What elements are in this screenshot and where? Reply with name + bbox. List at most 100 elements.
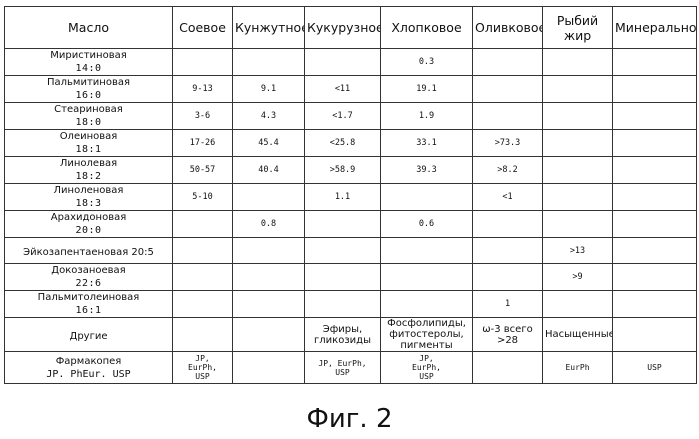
column-header-fish-oil: Рыбий жир: [543, 7, 613, 49]
other-cell-line: гликозиды: [307, 335, 378, 346]
fatty-acid-name: Пальмитолеиновая: [7, 291, 170, 304]
other-cell-line: ω-3 всего: [475, 324, 540, 335]
value-cell: [543, 184, 613, 211]
other-cell: ω-3 всего>28: [473, 318, 543, 352]
value-cell: [381, 238, 473, 264]
fatty-acid-name: Линолевая: [7, 157, 170, 170]
value-cell: <1: [473, 184, 543, 211]
other-label: Другие: [5, 318, 173, 352]
other-cell-line: Фосфолипиды,: [383, 318, 470, 329]
fatty-acid-name: Докозаноевая: [7, 264, 170, 277]
value-cell: [543, 130, 613, 157]
fatty-acid-rows: Миристиновая14:0 0.3Пальмитиновая16:09-13…: [5, 49, 697, 384]
other-cell: Фосфолипиды,фитостеролы,пигменты: [381, 318, 473, 352]
value-cell: [233, 49, 305, 76]
table-row: Докозаноевая22:6>9: [5, 264, 697, 291]
value-cell: [613, 291, 697, 318]
value-cell: 1: [473, 291, 543, 318]
table-row: Стеариновая18:03-64.3<1.71.9: [5, 103, 697, 130]
value-cell: 3-6: [173, 103, 233, 130]
fatty-acid-code: 18:2: [7, 170, 170, 183]
pharmacopeia-cell: [473, 352, 543, 384]
value-cell: [543, 76, 613, 103]
column-header-sesame: Кунжутное: [233, 7, 305, 49]
fatty-acid-label: Миристиновая14:0: [5, 49, 173, 76]
value-cell: 1.9: [381, 103, 473, 130]
value-cell: 40.4: [233, 157, 305, 184]
value-cell: [173, 211, 233, 238]
fatty-acid-name: Арахидоновая: [7, 211, 170, 224]
figure-caption: Фиг. 2: [0, 404, 699, 434]
other-cell-line: фитостеролы,: [383, 329, 470, 340]
fatty-acid-code: 18:1: [7, 143, 170, 156]
value-cell: [305, 264, 381, 291]
value-cell: 9-13: [173, 76, 233, 103]
value-cell: [613, 264, 697, 291]
value-cell: [543, 103, 613, 130]
fatty-acid-name: Пальмитиновая: [7, 76, 170, 89]
value-cell: 19.1: [381, 76, 473, 103]
value-cell: [173, 264, 233, 291]
other-components-row: ДругиеЭфиры,гликозидыФосфолипиды,фитосте…: [5, 318, 697, 352]
other-cell-line: Эфиры,: [307, 324, 378, 335]
value-cell: [613, 76, 697, 103]
fatty-acid-code: 18:0: [7, 116, 170, 129]
value-cell: 0.8: [233, 211, 305, 238]
fatty-acid-name: Олеиновая: [7, 130, 170, 143]
other-cell-line: пигменты: [383, 340, 470, 351]
value-cell: 5-10: [173, 184, 233, 211]
other-cell-line: >28: [475, 335, 540, 346]
value-cell: [233, 264, 305, 291]
other-cell: [233, 318, 305, 352]
value-cell: [613, 211, 697, 238]
pharmacopeia-sublabel: JP. PhEur. USP: [7, 368, 170, 381]
value-cell: [543, 211, 613, 238]
value-cell: [473, 76, 543, 103]
fatty-acid-label: Стеариновая18:0: [5, 103, 173, 130]
table-row: Пальмитиновая16:09-139.1<1119.1: [5, 76, 697, 103]
pharmacopeia-label: ФармакопеяJP. PhEur. USP: [5, 352, 173, 384]
pharmacopeia-cell-line: EurPh,: [175, 363, 230, 372]
value-cell: >58.9: [305, 157, 381, 184]
pharmacopeia-cell: JP,EurPh,USP: [381, 352, 473, 384]
pharmacopeia-title: Фармакопея: [7, 355, 170, 368]
other-cell: Насыщенные: [543, 318, 613, 352]
value-cell: <11: [305, 76, 381, 103]
value-cell: 4.3: [233, 103, 305, 130]
value-cell: [473, 264, 543, 291]
pharmacopeia-cell-line: EurPh: [545, 363, 610, 372]
table-row: Линоленовая18:35-101.1<1: [5, 184, 697, 211]
other-cell: Эфиры,гликозиды: [305, 318, 381, 352]
pharmacopeia-cell-line: JP,: [383, 354, 470, 363]
pharmacopeia-cell: JP,EurPh,USP: [173, 352, 233, 384]
other-cell: [613, 318, 697, 352]
fatty-acid-name: Линоленовая: [7, 184, 170, 197]
fatty-acid-name: Эйкозапентаеновая 20:5: [23, 247, 154, 258]
value-cell: [173, 291, 233, 318]
fatty-acid-code: 20:0: [7, 224, 170, 237]
fatty-acid-label: Линоленовая18:3: [5, 184, 173, 211]
value-cell: 50-57: [173, 157, 233, 184]
pharmacopeia-cell-line: USP: [175, 372, 230, 381]
corner-header: Масло: [5, 7, 173, 49]
fatty-acid-label: Арахидоновая20:0: [5, 211, 173, 238]
value-cell: 0.3: [381, 49, 473, 76]
column-header-olive: Оливковое: [473, 7, 543, 49]
value-cell: 45.4: [233, 130, 305, 157]
pharmacopeia-cell-line: USP: [615, 363, 694, 372]
value-cell: 17-26: [173, 130, 233, 157]
fatty-acid-name: Миристиновая: [7, 49, 170, 62]
other-label-text: Другие: [70, 331, 108, 342]
column-header-soybean: Соевое: [173, 7, 233, 49]
value-cell: >13: [543, 238, 613, 264]
value-cell: [381, 264, 473, 291]
value-cell: [305, 49, 381, 76]
table-row: Олеиновая18:117-2645.4<25.833.1>73.3: [5, 130, 697, 157]
value-cell: 33.1: [381, 130, 473, 157]
value-cell: [381, 184, 473, 211]
column-header-cottonseed: Хлопковое: [381, 7, 473, 49]
value-cell: [305, 238, 381, 264]
table-row: Миристиновая14:0 0.3: [5, 49, 697, 76]
value-cell: 39.3: [381, 157, 473, 184]
